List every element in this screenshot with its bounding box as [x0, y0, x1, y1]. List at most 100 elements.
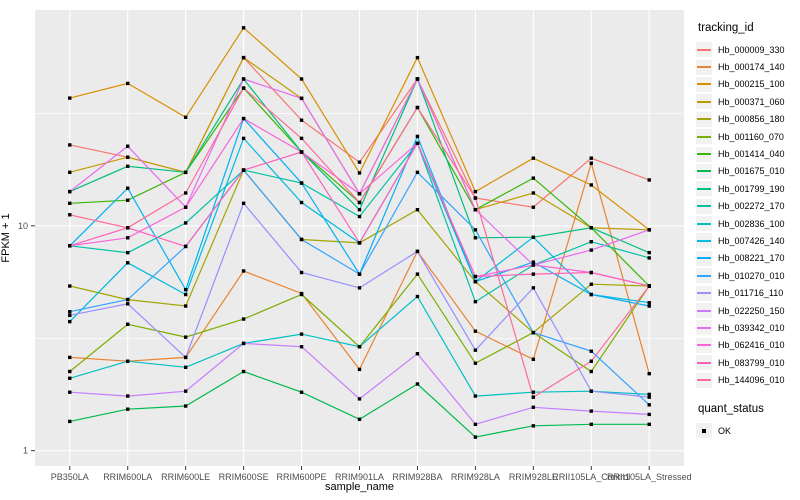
data-point	[415, 294, 420, 299]
data-point	[241, 55, 246, 60]
data-point	[126, 394, 130, 398]
data-point	[299, 181, 304, 185]
legend-key-line-icon	[696, 268, 712, 284]
data-point	[183, 244, 188, 249]
legend-key-line-icon	[696, 303, 712, 319]
legend-key-line-icon	[696, 163, 712, 179]
data-point	[589, 369, 593, 374]
legend-item-label: Hb_144096_010	[718, 375, 785, 386]
data-point	[126, 186, 130, 190]
data-point	[183, 221, 188, 225]
data-point	[531, 260, 536, 264]
legend-item: Hb_001799_190	[696, 180, 800, 197]
data-point	[68, 369, 72, 374]
data-point	[589, 240, 593, 244]
data-point	[415, 207, 420, 212]
x-tick-label: RRII105LA_Stressed	[607, 472, 692, 482]
legend-item-label: Hb_008221_170	[718, 253, 785, 264]
x-tick-label: RRIM600LE	[161, 472, 210, 482]
legend-quant-status: quant_status OK	[696, 403, 800, 439]
data-point	[68, 419, 72, 424]
data-point	[415, 272, 420, 276]
data-point	[241, 77, 246, 81]
data-point	[589, 226, 593, 230]
y-tick-label: 10	[18, 221, 28, 231]
legend-item: Hb_001675_010	[696, 163, 800, 180]
legend-key-line-icon	[696, 129, 712, 145]
data-point	[531, 191, 536, 195]
legend-key-line-icon	[696, 94, 712, 110]
data-point	[415, 77, 420, 81]
legend-key-line-icon	[696, 146, 712, 162]
data-point	[415, 249, 420, 254]
data-point	[357, 214, 362, 219]
legend-key-line-icon	[696, 372, 712, 388]
legend-item-label: Hb_011716_110	[718, 288, 784, 299]
data-point	[183, 115, 188, 119]
data-point	[299, 345, 304, 349]
data-point	[531, 156, 536, 160]
data-point	[126, 359, 130, 363]
data-point	[68, 313, 72, 318]
legend-item-label: Hb_001799_190	[718, 183, 785, 194]
data-point	[357, 272, 362, 276]
legend-item-label: Hb_039342_010	[718, 322, 785, 333]
data-point	[647, 422, 651, 427]
legend-item: Hb_002272_170	[696, 198, 800, 215]
legend-item-label: Hb_002836_100	[718, 218, 785, 229]
legend-item-label: Hb_001160_070	[718, 131, 784, 142]
data-point	[473, 228, 478, 232]
data-point	[357, 200, 362, 205]
data-point	[126, 250, 130, 255]
data-point	[183, 292, 188, 297]
data-point	[68, 170, 72, 175]
data-point	[473, 329, 478, 333]
data-point	[299, 292, 304, 297]
data-point	[357, 345, 362, 349]
legend-item-label: Hb_022250_150	[718, 305, 785, 316]
data-point	[531, 263, 536, 267]
data-point	[126, 198, 130, 202]
legend-item-label: Hb_000215_100	[718, 79, 785, 90]
legend-item: Hb_011716_110	[696, 284, 800, 301]
legend-item-label: Hb_000856_180	[718, 114, 785, 125]
data-point	[68, 213, 72, 217]
data-point	[299, 237, 304, 242]
data-point	[415, 352, 420, 356]
data-point	[473, 279, 478, 284]
x-tick-label: RRIM600PE	[277, 472, 327, 482]
data-point	[299, 200, 304, 205]
data-point	[357, 397, 362, 401]
legend-key-line-icon	[696, 76, 712, 92]
y-axis-title: FPKM + 1	[0, 213, 12, 263]
data-point	[126, 261, 130, 265]
data-point	[473, 422, 478, 427]
x-tick-label: RRIM928LA	[451, 472, 500, 482]
data-point	[68, 319, 72, 324]
data-point	[647, 392, 651, 397]
legend-item: Hb_062416_010	[696, 337, 800, 354]
data-point	[68, 355, 72, 360]
legend-item: Hb_022250_150	[696, 302, 800, 319]
data-point	[241, 201, 246, 205]
data-point	[415, 382, 420, 386]
data-point	[589, 292, 593, 297]
data-point	[126, 322, 130, 326]
data-point	[241, 26, 246, 30]
data-point	[647, 228, 651, 232]
legend-item-label: Hb_001675_010	[718, 166, 785, 177]
legend-item-label: Hb_010270_010	[718, 270, 785, 281]
legend-key-line-icon	[696, 59, 712, 75]
data-point	[415, 105, 420, 110]
data-point	[647, 372, 651, 376]
data-point	[126, 81, 130, 86]
x-tick-label: RRIM600SE	[219, 472, 269, 482]
data-point	[299, 136, 304, 141]
legend-item-label: OK	[718, 425, 732, 436]
black-square-point-icon	[696, 423, 712, 438]
legend-key-line-icon	[696, 320, 712, 336]
data-point	[68, 310, 72, 314]
data-point	[473, 236, 478, 240]
data-point	[241, 116, 246, 121]
